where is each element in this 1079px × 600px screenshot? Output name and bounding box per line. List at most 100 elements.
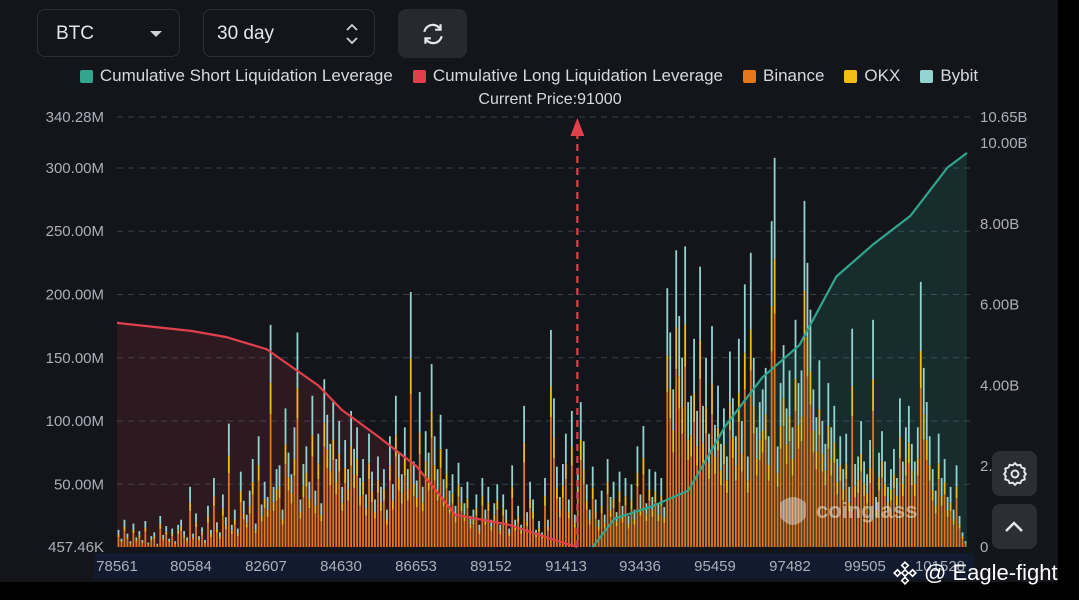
okx-bar — [860, 453, 863, 472]
bybit-bar — [466, 481, 469, 499]
bar-series — [117, 157, 967, 547]
okx-bar — [761, 430, 764, 453]
okx-bar — [448, 505, 451, 514]
binance-bar — [245, 527, 248, 547]
binance-bar — [204, 543, 206, 547]
bybit-bar — [863, 461, 865, 484]
refresh-button[interactable] — [398, 9, 467, 58]
okx-bar — [254, 529, 257, 534]
bybit-bar — [687, 402, 690, 440]
bybit-bar — [475, 494, 478, 509]
okx-bar — [153, 536, 156, 539]
binance-bar — [687, 460, 690, 547]
binance-bar — [672, 452, 675, 547]
binance-bar — [693, 422, 695, 547]
legend-long[interactable]: Cumulative Long Liquidation Leverage — [412, 66, 723, 86]
bybit-bar — [126, 533, 129, 538]
x-tick-label: 99505 — [844, 558, 886, 575]
binance-bar — [305, 486, 308, 547]
legend-okx[interactable]: OKX — [844, 66, 900, 86]
okx-bar — [168, 541, 171, 543]
okx-bar — [833, 442, 836, 463]
bybit-bar — [609, 496, 612, 511]
legend-swatch — [79, 69, 93, 83]
binance-bar — [651, 517, 654, 547]
bybit-bar — [559, 496, 561, 511]
binance-bar — [368, 479, 370, 547]
okx-bar — [630, 500, 633, 510]
bybit-bar — [129, 541, 132, 543]
period-select[interactable]: 30 day — [203, 9, 375, 57]
right-edge — [1058, 0, 1079, 600]
binance-bar — [612, 508, 615, 547]
watermark-text: coinglass — [816, 498, 918, 523]
legend-bybit[interactable]: Bybit — [920, 66, 978, 86]
okx-bar — [195, 522, 197, 528]
okx-bar — [275, 489, 278, 501]
binance-bar — [734, 480, 737, 547]
binance-bar — [350, 465, 353, 547]
okx-bar — [899, 437, 901, 458]
okx-bar — [857, 480, 860, 493]
bybit-bar — [302, 464, 305, 486]
y-right-tick-label: 10.00B — [980, 135, 1028, 152]
okx-bar — [284, 444, 287, 465]
binance-bar — [216, 532, 218, 547]
author-credit: @ Eagle-fight — [892, 560, 1058, 586]
bybit-bar — [150, 536, 153, 540]
okx-bar — [415, 497, 418, 508]
okx-bar — [934, 505, 937, 514]
legend-binance[interactable]: Binance — [742, 66, 824, 86]
okx-bar — [720, 470, 722, 486]
okx-bar — [221, 508, 224, 516]
legend-label: Bybit — [940, 66, 979, 85]
bybit-bar — [132, 523, 135, 530]
symbol-select[interactable]: BTC — [37, 9, 180, 57]
binance-bar — [943, 494, 946, 547]
binance-bar — [221, 515, 224, 547]
okx-bar — [433, 465, 436, 481]
settings-button[interactable] — [992, 451, 1037, 496]
okx-bar — [821, 453, 824, 472]
left-axis: 457.46K 50.00M 100.00M 150.00M 200.00M 250.00… — [46, 109, 104, 556]
bybit-bar — [746, 456, 749, 481]
okx-bar — [648, 489, 651, 501]
bybit-bar — [958, 515, 961, 525]
binance-bar — [702, 462, 704, 547]
okx-bar — [123, 526, 126, 531]
okx-bar — [809, 371, 812, 405]
legend-short[interactable]: Cumulative Short Liquidation Leverage — [79, 66, 393, 86]
bybit-bar — [776, 446, 779, 473]
bybit-bar — [251, 459, 254, 483]
bybit-bar — [541, 532, 543, 537]
current-price-label: Current Price:91000 — [478, 91, 622, 108]
binance-bar — [934, 513, 937, 547]
binance-bar — [293, 475, 296, 547]
binance-bar — [961, 538, 964, 547]
bybit-bar — [227, 423, 230, 456]
bybit-bar — [144, 521, 147, 528]
scroll-top-button[interactable] — [992, 504, 1037, 549]
bybit-bar — [666, 288, 669, 356]
y-left-tick-label: 300.00M — [46, 160, 104, 177]
binance-bar — [854, 497, 857, 547]
bybit-bar — [472, 509, 475, 520]
binance-bar — [776, 486, 779, 547]
binance-bar — [845, 479, 848, 547]
okx-bar — [890, 489, 892, 501]
binance-bar — [636, 486, 639, 547]
bybit-bar — [511, 465, 514, 487]
bybit-bar — [684, 246, 687, 325]
binance-bar — [505, 524, 508, 547]
bybit-bar — [457, 462, 460, 485]
bybit-bar — [245, 514, 248, 524]
binance-bar — [299, 518, 302, 547]
okx-bar — [675, 327, 678, 370]
binance-bar — [758, 460, 761, 547]
okx-bar — [866, 493, 868, 504]
bybit-bar — [409, 291, 412, 359]
okx-bar — [579, 439, 582, 461]
binance-bar — [860, 471, 863, 547]
bybit-bar — [135, 537, 138, 541]
okx-bar — [520, 530, 523, 534]
